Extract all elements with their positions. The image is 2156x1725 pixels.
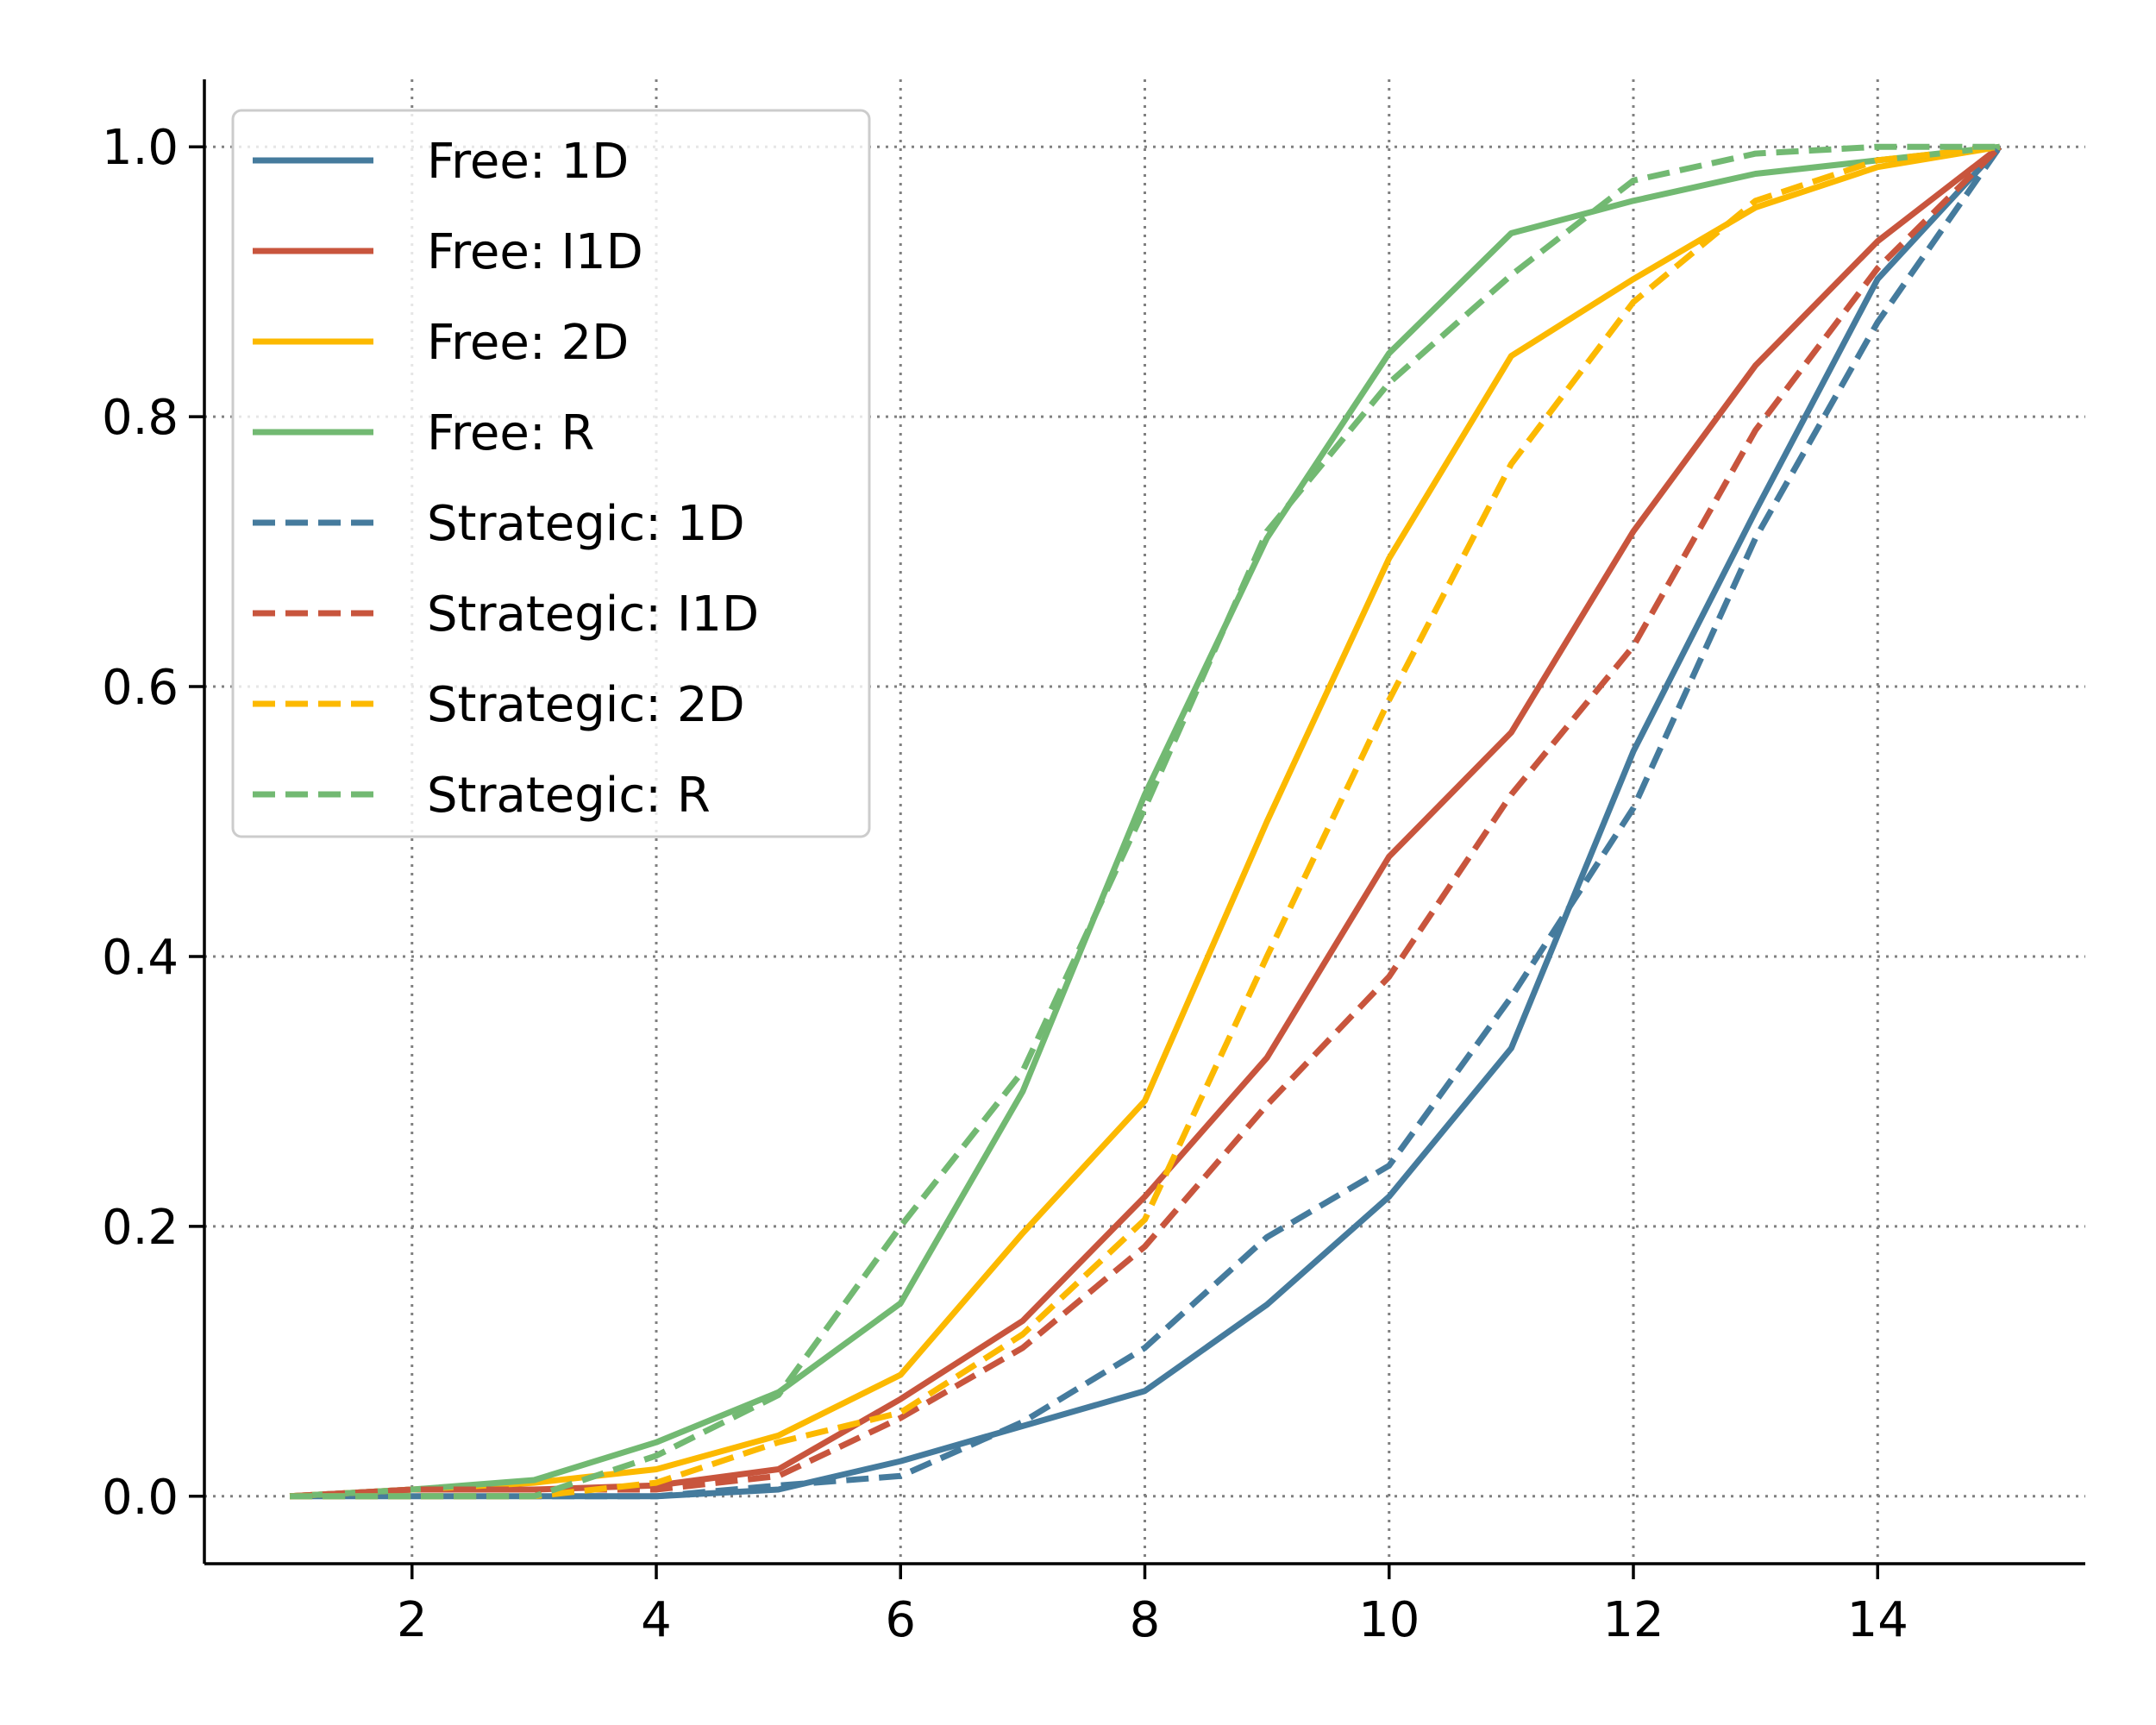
series-line-5	[290, 145, 2002, 1500]
legend-label-3: Free: 2D	[427, 315, 629, 371]
legend-label-2: Free: I1D	[427, 224, 643, 280]
y-tick-label: 0.2	[102, 1200, 179, 1256]
y-tick-label: 0.8	[102, 390, 179, 446]
x-tick-label: 6	[885, 1592, 916, 1648]
legend-box	[231, 109, 871, 838]
plot-series	[289, 143, 2002, 1500]
series-line-6	[289, 144, 2002, 1500]
series-line-7	[290, 143, 2001, 1500]
legend-label-1: Free: 1D	[427, 134, 629, 190]
legend-label-7: Strategic: 2D	[427, 677, 745, 733]
axes: 2 4 6 8 10 12 14 0.0 0.2 0.4 0.6 0.8 1.0	[102, 79, 2085, 1648]
x-tick-label: 12	[1602, 1592, 1664, 1648]
y-tick-label: 0.6	[102, 660, 179, 716]
legend: Free: 1D Free: I1D Free: 2D Free: R Strategi…	[231, 109, 871, 838]
legend-label-4: Free: R	[427, 405, 594, 461]
series-line-1	[290, 144, 2002, 1500]
x-tick-label: 4	[641, 1592, 672, 1648]
legend-label-6: Strategic: I1D	[427, 586, 759, 643]
series-line-4	[289, 143, 2001, 1500]
x-tick-label: 10	[1358, 1592, 1420, 1648]
y-tick-label: 0.4	[102, 930, 179, 986]
y-tick-label: 0.0	[102, 1470, 179, 1526]
legend-label-8: Strategic: R	[427, 768, 711, 824]
series-line-2	[289, 144, 2002, 1500]
y-tick-label: 1.0	[102, 120, 179, 176]
series-line-8	[290, 143, 2000, 1500]
x-tick-label: 14	[1847, 1592, 1908, 1648]
x-tick-label: 2	[397, 1592, 428, 1648]
x-tick-label: 8	[1130, 1592, 1161, 1648]
legend-label-5: Strategic: 1D	[427, 496, 745, 552]
